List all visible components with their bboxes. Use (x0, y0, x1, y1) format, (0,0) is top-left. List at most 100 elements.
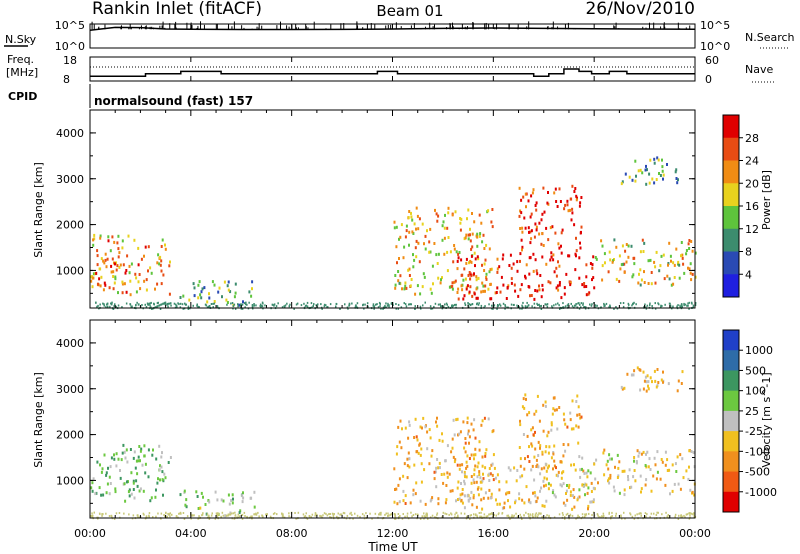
ground-scatter (596, 304, 598, 307)
radar-echo (592, 500, 595, 504)
radar-echo (464, 475, 466, 479)
radar-echo (496, 473, 499, 477)
radar-echo (485, 448, 488, 452)
radar-echo (526, 455, 529, 459)
x-tick-label: 00:00 (74, 527, 106, 540)
ground-scatter (580, 302, 583, 305)
ground-scatter (661, 305, 663, 307)
radar-echo (476, 475, 479, 479)
radar-echo (470, 490, 473, 494)
radar-echo (221, 295, 223, 299)
radar-echo (640, 490, 642, 494)
ground-scatter (521, 517, 523, 520)
ground-scatter (409, 303, 411, 306)
radar-echo (433, 470, 436, 474)
radar-echo (659, 174, 662, 177)
radar-echo (406, 457, 409, 461)
ground-scatter (336, 515, 338, 518)
ground-scatter (103, 303, 105, 306)
radar-echo (134, 466, 137, 470)
radar-echo (418, 442, 421, 446)
ground-scatter (401, 517, 404, 520)
radar-echo (454, 210, 457, 214)
ground-scatter (424, 301, 426, 304)
ground-scatter (150, 306, 152, 309)
radar-echo (451, 284, 454, 288)
ground-scatter (561, 512, 564, 514)
radar-echo (653, 369, 656, 373)
ground-scatter (132, 514, 135, 517)
radar-echo (398, 281, 401, 285)
ground-scatter (193, 514, 195, 517)
radar-echo (688, 247, 691, 250)
radar-echo (580, 196, 583, 199)
radar-echo (525, 485, 528, 489)
radar-echo (627, 478, 630, 482)
radar-echo (507, 284, 510, 288)
radar-echo (412, 493, 415, 497)
radar-echo (608, 250, 611, 254)
ground-scatter (295, 303, 298, 306)
radar-echo (673, 482, 676, 486)
radar-echo (121, 239, 124, 243)
radar-echo (436, 219, 439, 223)
radar-echo (648, 181, 651, 185)
radar-echo (656, 470, 659, 474)
radar-echo (513, 283, 516, 287)
ground-scatter (351, 302, 353, 305)
colorbar-tick-label: -500 (745, 466, 770, 479)
radar-echo (623, 488, 626, 492)
radar-echo (534, 447, 537, 451)
radar-echo (579, 475, 582, 479)
ground-scatter (526, 305, 528, 308)
radar-echo (568, 280, 571, 284)
ground-scatter (661, 513, 663, 516)
radar-echo (492, 478, 495, 482)
radar-echo (402, 499, 405, 503)
radar-echo (459, 463, 462, 467)
radar-echo (92, 272, 95, 276)
radar-echo (550, 421, 553, 425)
ground-scatter (222, 514, 225, 517)
radar-echo (91, 285, 94, 289)
ground-scatter (555, 303, 557, 306)
radar-echo (552, 396, 555, 400)
radar-echo (639, 250, 642, 254)
radar-echo (659, 477, 662, 481)
velocity-ylabel: Slant Range [km] (32, 372, 45, 468)
radar-echo (489, 268, 492, 272)
ground-scatter (395, 303, 397, 305)
ground-scatter (457, 514, 459, 517)
radar-echo (474, 464, 477, 468)
radar-echo (677, 262, 679, 266)
ground-scatter (284, 304, 287, 307)
ground-scatter (151, 308, 153, 310)
radar-echo (558, 281, 561, 284)
radar-echo (648, 457, 651, 461)
radar-echo (455, 250, 458, 254)
radar-echo (123, 282, 126, 286)
ground-scatter (314, 512, 317, 515)
ground-scatter (289, 303, 291, 306)
radar-echo (690, 450, 693, 453)
radar-echo (410, 211, 412, 215)
radar-echo (470, 274, 473, 278)
radar-echo (530, 442, 533, 446)
ground-scatter (230, 302, 232, 305)
ground-scatter (479, 516, 481, 519)
ground-scatter (201, 513, 204, 516)
ground-scatter (431, 514, 434, 517)
radar-echo (518, 497, 521, 501)
radar-echo (694, 251, 697, 255)
radar-echo (546, 477, 548, 481)
radar-echo (472, 496, 475, 500)
radar-echo (587, 469, 590, 473)
radar-echo (547, 238, 550, 242)
radar-echo (125, 448, 128, 452)
radar-echo (467, 208, 470, 212)
radar-echo (531, 426, 534, 430)
radar-echo (680, 382, 683, 385)
radar-echo (571, 494, 574, 498)
ground-scatter (664, 303, 666, 306)
radar-echo (546, 201, 549, 205)
